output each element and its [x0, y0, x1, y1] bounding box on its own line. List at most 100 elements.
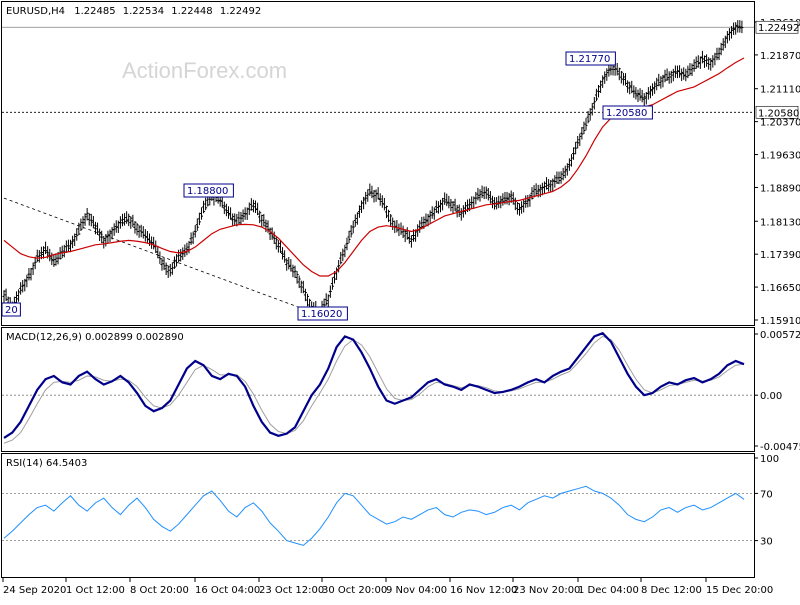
ohlc-bar [274, 236, 278, 250]
ohlc-bar [31, 262, 35, 275]
ohlc-bar [17, 289, 21, 302]
ohlc-bar [276, 240, 280, 253]
ohlc-bar [343, 244, 347, 258]
ohlc-bar [663, 69, 667, 83]
ohlc-bar [621, 72, 625, 86]
price-annotation: 1.18800 [183, 183, 234, 198]
ohlc-bar [293, 265, 297, 279]
ohlc-bar [162, 257, 166, 271]
ohlc-bar [328, 285, 332, 298]
annotation-label: 1.20580 [606, 108, 647, 119]
ohlc-bar [283, 250, 287, 263]
ohlc-bar [715, 47, 719, 61]
ohlc-bar [44, 241, 48, 255]
ohlc-bar [281, 247, 285, 260]
ohlc-bar [534, 183, 538, 196]
ohlc-bar [449, 198, 453, 212]
ohlc-bar [709, 58, 713, 71]
ohlc-bar [605, 68, 609, 81]
ohlc-bar [179, 249, 183, 262]
ohlc-bar [19, 282, 23, 295]
price-annotation: 1.16020 [297, 306, 348, 321]
ohlc-bar [150, 236, 154, 249]
ohlc-bar [428, 210, 432, 223]
ohlc-bar [526, 194, 530, 208]
ohlc-bar [391, 217, 395, 231]
ohlc-bar [584, 117, 588, 131]
ohlc-bar [14, 291, 18, 304]
ohlc-bar [175, 254, 179, 267]
ohlc-bar [667, 71, 671, 84]
ohlc-bar [27, 268, 31, 281]
ohlc-bar [297, 275, 301, 289]
ohlc-bar [143, 229, 147, 242]
ohlc-bar [191, 231, 195, 245]
ohlc-bar [559, 171, 563, 184]
ohlc-bar [237, 211, 241, 225]
annotation-label: 1.18800 [187, 186, 228, 197]
ohlc-bar [91, 215, 95, 229]
ohlc-bar [382, 197, 386, 211]
ohlc-bar [596, 84, 600, 98]
x-axis-label: 24 Sep 2020 [3, 585, 66, 596]
ohlc-bar [21, 279, 25, 293]
ohlc-bar [441, 197, 445, 211]
ohlc-bar [224, 203, 228, 217]
ohlc-bar [401, 225, 405, 239]
x-axis-label: 1 Dec 04:00 [578, 585, 639, 596]
ohlc-bar [698, 56, 702, 69]
ohlc-bar [324, 293, 328, 306]
ohlc-bar [555, 171, 559, 184]
ohlc-bar [160, 258, 164, 271]
ohlc-bar [405, 227, 409, 240]
price-annotation: 1.21770 [565, 51, 616, 66]
ohlc-bar [347, 230, 351, 244]
x-axis-label: 9 Nov 04:00 [386, 585, 447, 596]
ohlc-bar [85, 207, 89, 221]
ohlc-bar [239, 211, 243, 225]
ohlc-bar [351, 220, 355, 234]
ohlc-bar [682, 67, 686, 80]
ohlc-bar [380, 195, 384, 208]
ohlc-bar [260, 214, 264, 228]
ohlc-bar [721, 38, 725, 51]
x-axis-label: 1 Oct 12:00 [66, 585, 125, 596]
ohlc-bar [127, 213, 131, 227]
ohlc-bar [35, 249, 39, 263]
macd-line [3, 331, 745, 439]
ohlc-bar [522, 199, 526, 213]
ohlc-bar [384, 205, 388, 219]
ohlc-bar [561, 167, 565, 181]
ohlc-bar [732, 22, 736, 35]
ohlc-bar [264, 219, 268, 233]
macd-axis-label: 0.005725 [760, 330, 800, 341]
ohlc-bar [665, 68, 669, 81]
ohlc-bar [98, 228, 102, 242]
ohlc-bar [48, 248, 52, 262]
ohlc-bar [79, 218, 83, 232]
ohlc-bar [601, 75, 605, 88]
ohlc-bar [403, 229, 407, 243]
price-axis-label: 1.21110 [760, 85, 800, 96]
ohlc-bar [569, 154, 573, 167]
ohlc-bar [628, 81, 632, 95]
ohlc-bar [145, 231, 149, 244]
ohlc-bar [576, 136, 580, 149]
x-axis-label: 30 Oct 20:00 [322, 585, 387, 596]
ohlc-bar [603, 71, 607, 84]
ohlc-bar [740, 20, 744, 34]
rsi-axis-label: 30 [760, 537, 773, 548]
ohlc-bar [499, 195, 503, 209]
ohlc-bar [339, 251, 343, 265]
ohlc-bar [197, 212, 201, 226]
ohlc-bar [578, 133, 582, 146]
ohlc-bar [717, 47, 721, 61]
ohlc-bar [258, 210, 262, 224]
ohlc-bar [545, 177, 549, 190]
ohlc-bar [486, 188, 490, 201]
ohlc-bar [599, 80, 603, 93]
ohlc-bar [557, 171, 561, 185]
ohlc-bar [287, 256, 291, 270]
